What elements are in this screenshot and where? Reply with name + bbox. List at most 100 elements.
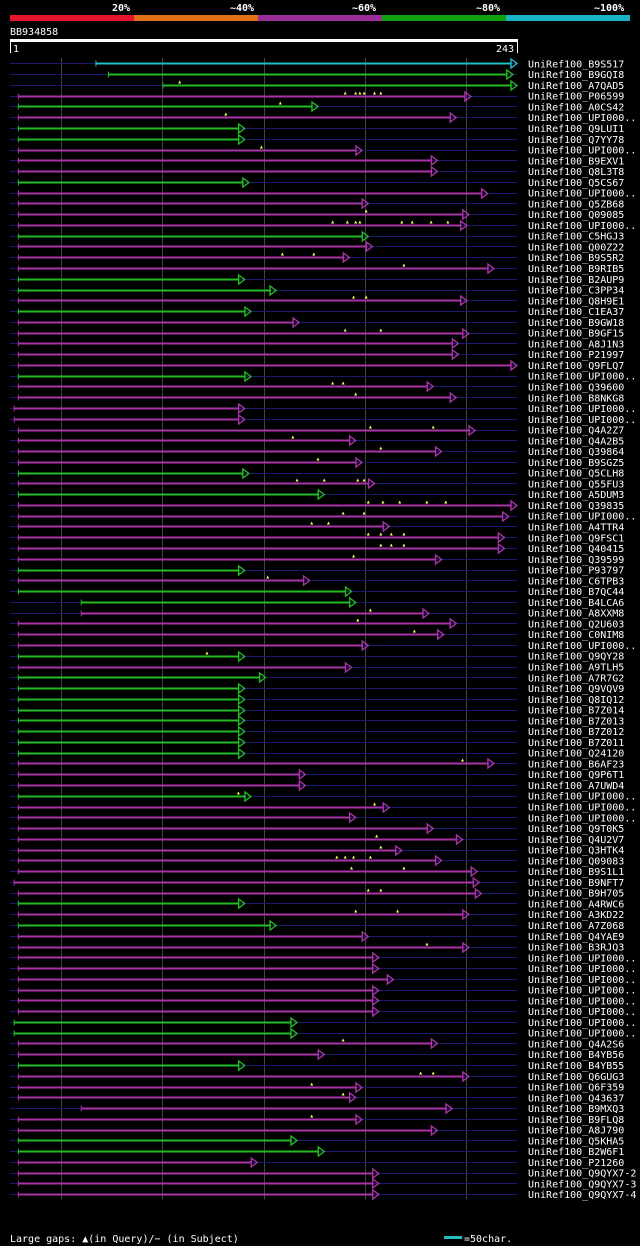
- hit-row[interactable]: UniRef100_Q39600: [10, 380, 624, 394]
- hit-label[interactable]: UniRef100_UPI000..: [528, 404, 636, 415]
- hit-row[interactable]: UniRef100_A9TLH5: [10, 661, 624, 674]
- hit-label[interactable]: UniRef100_Q4U2V7: [528, 835, 624, 846]
- hit-label[interactable]: UniRef100_Q7YY78: [528, 135, 624, 146]
- hit-row[interactable]: UniRef100_C1EA37: [10, 305, 624, 318]
- hit-row[interactable]: UniRef100_Q9T0K5: [10, 822, 624, 835]
- hit-row[interactable]: UniRef100_Q9QYX7-3: [10, 1177, 636, 1190]
- hit-label[interactable]: UniRef100_Q09083: [528, 856, 624, 867]
- hit-label[interactable]: UniRef100_UPI000..: [528, 113, 636, 124]
- hit-row[interactable]: UniRef100_Q3HTK4: [10, 844, 624, 857]
- hit-label[interactable]: UniRef100_Q9FSC1: [528, 533, 624, 544]
- hit-row[interactable]: UniRef100_A8XXM8: [10, 607, 624, 620]
- hit-label[interactable]: UniRef100_B9RIB5: [528, 264, 624, 275]
- hit-label[interactable]: UniRef100_B9GW18: [528, 318, 624, 329]
- hit-row[interactable]: UniRef100_Q9FLQ7: [10, 359, 624, 372]
- hit-row[interactable]: UniRef100_B9GQI8: [10, 68, 624, 81]
- hit-label[interactable]: UniRef100_B7Z013: [528, 716, 624, 727]
- hit-row[interactable]: UniRef100_Q09085: [10, 208, 624, 222]
- hit-row[interactable]: UniRef100_Q9VQV9: [10, 682, 624, 695]
- hit-row[interactable]: UniRef100_UPI000..: [10, 402, 636, 415]
- hit-label[interactable]: UniRef100_B9S517: [528, 59, 624, 70]
- hit-row[interactable]: UniRef100_A8J790: [10, 1124, 624, 1137]
- hit-label[interactable]: UniRef100_Q09085: [528, 210, 624, 221]
- hit-label[interactable]: UniRef100_Q6F359: [528, 1083, 624, 1094]
- hit-label[interactable]: UniRef100_Q9P6T1: [528, 770, 624, 781]
- hit-row[interactable]: UniRef100_A7R7G2: [10, 671, 624, 684]
- hit-row[interactable]: UniRef100_P21260: [10, 1156, 624, 1169]
- hit-row[interactable]: UniRef100_Q5CS67: [10, 176, 624, 189]
- hit-label[interactable]: UniRef100_Q8IQ12: [528, 695, 624, 706]
- hit-row[interactable]: UniRef100_P06599: [10, 90, 624, 103]
- hit-row[interactable]: UniRef100_B7Z014: [10, 704, 624, 717]
- hit-row[interactable]: UniRef100_Q9QY28: [10, 650, 624, 663]
- hit-row[interactable]: UniRef100_Q9QYX7-2: [10, 1167, 636, 1180]
- hit-row[interactable]: UniRef100_C3PP34: [10, 284, 624, 297]
- hit-row[interactable]: UniRef100_B9GF15: [10, 327, 624, 340]
- hit-row[interactable]: UniRef100_A5DUM3: [10, 488, 624, 501]
- hit-label[interactable]: UniRef100_B9H705: [528, 889, 624, 900]
- hit-label[interactable]: UniRef100_Q5CS67: [528, 178, 624, 189]
- hit-label[interactable]: UniRef100_B9FLQ8: [528, 1115, 624, 1126]
- hit-label[interactable]: UniRef100_B9S1L1: [528, 867, 624, 878]
- hit-row[interactable]: UniRef100_A7QAD5: [10, 79, 624, 92]
- hit-label[interactable]: UniRef100_Q39599: [528, 555, 624, 566]
- hit-label[interactable]: UniRef100_UPI000..: [528, 986, 636, 997]
- hit-row[interactable]: UniRef100_A4TTR4: [10, 520, 624, 534]
- hit-row[interactable]: UniRef100_Q24120: [10, 747, 624, 760]
- hit-row[interactable]: UniRef100_Q8L3T8: [10, 165, 624, 178]
- hit-row[interactable]: UniRef100_A8J1N3: [10, 337, 624, 350]
- hit-label[interactable]: UniRef100_Q8H9E1: [528, 296, 624, 307]
- hit-row[interactable]: UniRef100_Q9P6T1: [10, 768, 624, 781]
- hit-row[interactable]: UniRef100_B9GW18: [10, 316, 624, 329]
- hit-label[interactable]: UniRef100_B7Z011: [528, 738, 624, 749]
- hit-row[interactable]: UniRef100_Q4YAE9: [10, 930, 624, 943]
- hit-row[interactable]: UniRef100_Q4A2S6: [10, 1037, 624, 1051]
- hit-row[interactable]: UniRef100_B7Z012: [10, 725, 624, 738]
- hit-row[interactable]: UniRef100_UPI000..: [10, 1005, 636, 1018]
- hit-label[interactable]: UniRef100_B2AUP9: [528, 275, 624, 286]
- hit-label[interactable]: UniRef100_B7QC44: [528, 587, 624, 598]
- hit-row[interactable]: UniRef100_A3KD22: [10, 908, 624, 922]
- hit-label[interactable]: UniRef100_P93797: [528, 566, 624, 577]
- hit-label[interactable]: UniRef100_C6TPB3: [528, 576, 624, 587]
- hit-row[interactable]: UniRef100_Q5ZB68: [10, 197, 624, 210]
- hit-label[interactable]: UniRef100_UPI000..: [528, 1007, 636, 1018]
- hit-row[interactable]: UniRef100_B4YB55: [10, 1059, 624, 1072]
- hit-label[interactable]: UniRef100_UPI000..: [528, 415, 636, 426]
- hit-label[interactable]: UniRef100_A3KD22: [528, 910, 624, 921]
- hit-label[interactable]: UniRef100_Q40415: [528, 544, 624, 555]
- hit-row[interactable]: UniRef100_Q4U2V7: [10, 833, 624, 846]
- hit-row[interactable]: UniRef100_B9S517: [10, 57, 624, 70]
- hit-row[interactable]: UniRef100_Q8IQ12: [10, 693, 624, 706]
- hit-row[interactable]: UniRef100_Q4A2B5: [10, 434, 624, 448]
- hit-label[interactable]: UniRef100_Q5ZB68: [528, 199, 624, 210]
- hit-row[interactable]: UniRef100_UPI000..: [10, 111, 636, 125]
- hit-label[interactable]: UniRef100_UPI000..: [528, 1018, 636, 1029]
- hit-label[interactable]: UniRef100_Q6GUG3: [528, 1072, 624, 1083]
- hit-row[interactable]: UniRef100_UPI000..: [10, 984, 636, 997]
- hit-row[interactable]: UniRef100_B9FLQ8: [10, 1113, 624, 1126]
- hit-label[interactable]: UniRef100_A7Z068: [528, 921, 624, 932]
- hit-label[interactable]: UniRef100_Q4YAE9: [528, 932, 624, 943]
- hit-row[interactable]: UniRef100_B6AF23: [10, 757, 624, 771]
- hit-row[interactable]: UniRef100_B9NFT7: [10, 876, 624, 889]
- hit-row[interactable]: UniRef100_B7Z011: [10, 736, 624, 749]
- hit-row[interactable]: UniRef100_UPI000..: [10, 370, 636, 383]
- hit-label[interactable]: UniRef100_Q9QY28: [528, 652, 624, 663]
- hit-label[interactable]: UniRef100_UPI000..: [528, 964, 636, 975]
- hit-row[interactable]: UniRef100_B4YB56: [10, 1048, 624, 1061]
- hit-label[interactable]: UniRef100_B9NFT7: [528, 878, 624, 889]
- hit-label[interactable]: UniRef100_B2W6F1: [528, 1147, 624, 1158]
- hit-label[interactable]: UniRef100_C5HGJ3: [528, 232, 624, 243]
- hit-label[interactable]: UniRef100_A9TLH5: [528, 663, 624, 674]
- hit-label[interactable]: UniRef100_A4TTR4: [528, 522, 624, 533]
- hit-label[interactable]: UniRef100_A7QAD5: [528, 81, 624, 92]
- hit-label[interactable]: UniRef100_B8NKG8: [528, 393, 624, 404]
- hit-row[interactable]: UniRef100_Q39864: [10, 445, 624, 459]
- hit-row[interactable]: UniRef100_Q00Z22: [10, 240, 624, 253]
- hit-row[interactable]: UniRef100_B2AUP9: [10, 273, 624, 286]
- hit-label[interactable]: UniRef100_B6AF23: [528, 759, 624, 770]
- hit-row[interactable]: UniRef100_P93797: [10, 564, 624, 577]
- hit-row[interactable]: UniRef100_Q6GUG3: [10, 1070, 624, 1083]
- hit-label[interactable]: UniRef100_P21997: [528, 350, 624, 361]
